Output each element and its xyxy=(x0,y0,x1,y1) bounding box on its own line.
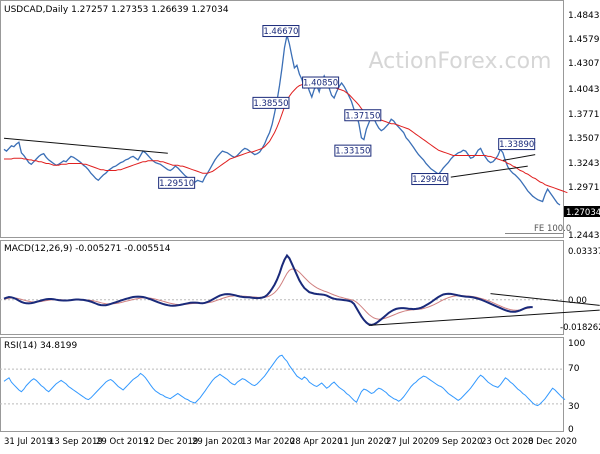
last-price-box xyxy=(564,206,600,217)
rsi-header: RSI(14) 34.8199 xyxy=(4,341,77,351)
price-annotation-box xyxy=(344,109,382,122)
watermark: ActionForex.com xyxy=(369,49,552,74)
price-tick: 1.37710 xyxy=(568,110,600,120)
price-annotation-box xyxy=(302,76,340,89)
rsi-tick: 30 xyxy=(568,402,580,412)
x-tick: 12 Dec 2019 xyxy=(144,437,198,447)
rsi-line xyxy=(3,354,566,407)
price-annotation-box xyxy=(411,173,449,186)
rsi-tick: 100 xyxy=(568,339,585,349)
price-annotation-box xyxy=(334,144,372,157)
macd-trendline xyxy=(368,309,600,326)
x-tick: 13 Mar 2020 xyxy=(241,437,295,447)
price-annotation-label: 1.29940 xyxy=(412,175,447,185)
macd-layer xyxy=(0,253,600,327)
price-panel-frame xyxy=(0,0,564,238)
price-annotation-box xyxy=(262,25,300,38)
price-tick: 1.43070 xyxy=(568,59,600,69)
price-annotation-label: 1.29510 xyxy=(159,179,194,189)
price-trendline xyxy=(450,165,528,178)
x-tick: 31 Jul 2019 xyxy=(4,437,52,447)
x-tick: 28 Apr 2020 xyxy=(290,437,343,447)
price-tick: 1.29710 xyxy=(568,183,600,193)
macd-tick: 0.03337 xyxy=(568,247,600,257)
x-tick: 8 Dec 2020 xyxy=(528,437,577,447)
price-trendline xyxy=(502,154,536,161)
price-annotation-box xyxy=(158,176,196,189)
x-tick: 13 Sep 2019 xyxy=(49,437,103,447)
rsi-panel-frame xyxy=(0,337,564,432)
price-annotation-label: 1.40850 xyxy=(303,79,338,89)
price-annotation-label: 1.46670 xyxy=(263,27,298,37)
macd-line xyxy=(3,253,533,327)
price-annotation-label: 1.33890 xyxy=(499,140,534,150)
macd-panel-frame xyxy=(0,240,564,335)
x-tick: 29 Oct 2019 xyxy=(96,437,149,447)
price-annotation-label: 1.33150 xyxy=(335,147,370,157)
price-annotation-label: 1.38550 xyxy=(253,99,288,109)
price-annotation-box xyxy=(498,138,536,151)
price-tick: 1.32430 xyxy=(568,159,600,169)
price-layer: 1.46670 1.38550 1.40850 1.37150 1.33150 1.295… xyxy=(3,25,568,206)
macd-header: MACD(12,26,9) -0.005271 -0.005514 xyxy=(4,244,171,254)
rsi-tick: 0 xyxy=(568,425,574,435)
macd-tick: -0.018262 xyxy=(560,323,600,333)
price-header: USDCAD,Daily 1.27257 1.27353 1.26639 1.2… xyxy=(4,5,229,15)
fe-label: FE 100.0 xyxy=(534,224,571,234)
rsi-tick: 70 xyxy=(568,364,580,374)
x-tick: 9 Sep 2020 xyxy=(434,437,482,447)
macd-tick: 0.00 xyxy=(568,296,587,306)
price-tick: 1.48430 xyxy=(568,11,600,21)
macd-signal-line xyxy=(3,268,531,320)
rsi-layer xyxy=(0,354,566,407)
last-price-label: 1.27034 xyxy=(566,208,600,218)
price-tick: 1.35070 xyxy=(568,134,600,144)
x-tick: 11 Jun 2020 xyxy=(338,437,389,447)
price-series-line xyxy=(3,35,561,206)
x-tick: 29 Jan 2020 xyxy=(192,437,243,447)
x-tick: 27 Jul 2020 xyxy=(386,437,434,447)
price-tick: 1.40430 xyxy=(568,85,600,95)
price-trendline xyxy=(3,137,168,154)
price-annotation-box xyxy=(252,96,290,109)
macd-trendline xyxy=(490,293,600,306)
x-tick: 23 Oct 2020 xyxy=(481,437,534,447)
price-annotation-label: 1.37150 xyxy=(345,111,380,121)
price-tick: 1.24430 xyxy=(568,231,600,241)
price-tick: 1.45790 xyxy=(568,35,600,45)
